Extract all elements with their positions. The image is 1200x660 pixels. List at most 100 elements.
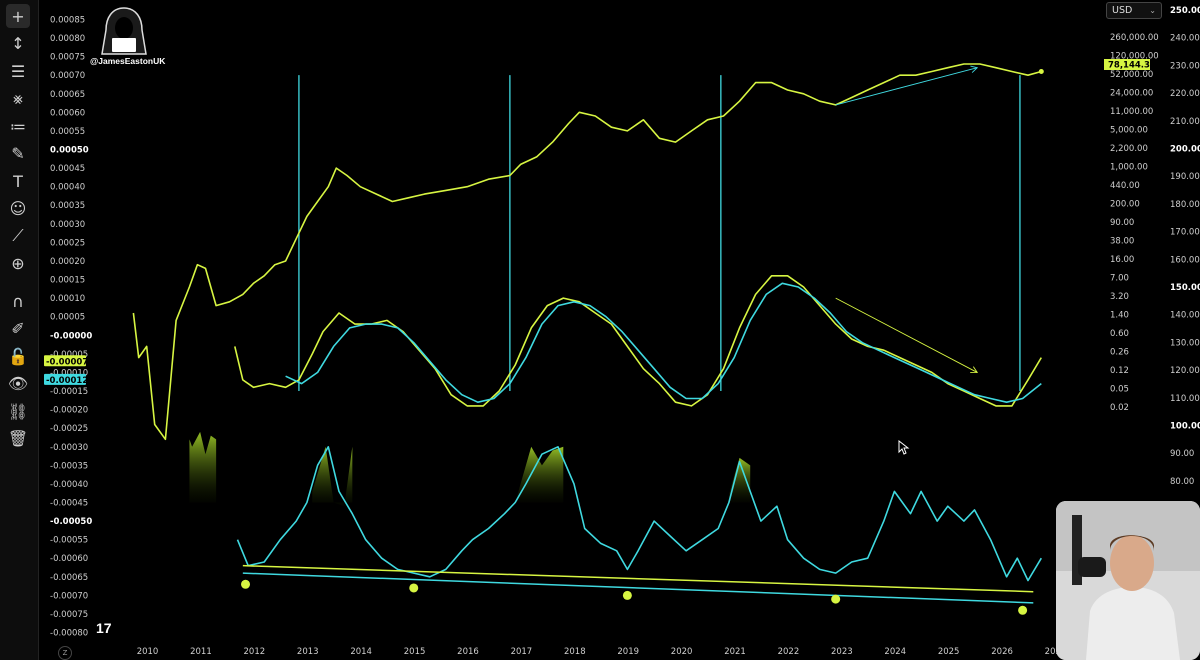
left-tick-label: 0.00005 <box>50 313 85 323</box>
price-endpoint-dot <box>1038 68 1044 74</box>
support-trendline <box>242 572 1034 604</box>
trend-arrow <box>835 67 978 106</box>
price-badge <box>1104 59 1150 70</box>
left-tick-label: -0.00045 <box>50 499 88 509</box>
histogram-peak-area <box>728 457 751 503</box>
right-axis: 250.00 240.00 230.00 220.00 210.00 200.00 190.… <box>1170 6 1200 487</box>
lock-drawing-icon[interactable]: ✐ <box>11 319 25 338</box>
x-tick-label: 2016 <box>457 647 479 657</box>
oscillator-line <box>234 275 1042 407</box>
currency-label: USD <box>1112 5 1133 16</box>
price-tick-label: 200.00 <box>1110 200 1140 210</box>
price-tick-label: 260,000.00 <box>1110 33 1159 43</box>
eye-icon[interactable]: 👁 <box>7 374 29 393</box>
cycle-low-dot <box>1018 605 1028 615</box>
price-tick-label: 440.00 <box>1110 181 1140 191</box>
left-tick-label: -0.00010 <box>50 368 88 378</box>
currency-selector[interactable]: USD ⌄ <box>1106 2 1162 19</box>
left-tick-label: 0.00025 <box>50 238 85 248</box>
histogram-line <box>236 446 1042 582</box>
trend-arrowhead <box>970 366 979 374</box>
fib-icon[interactable]: ≔ <box>10 116 26 136</box>
tradingview-logo: 17 <box>96 620 112 636</box>
histogram-peak-area <box>189 431 217 503</box>
cursor-line-icon[interactable]: ↕ <box>11 34 25 53</box>
left-tick-label: -0.00050 <box>50 517 92 527</box>
watermark-handle: @JamesEastonUK <box>90 56 166 66</box>
right-tick-label: 120.00 <box>1170 366 1200 376</box>
left-tick-label: -0.00070 <box>50 591 88 601</box>
x-tick-label: 2014 <box>350 647 372 657</box>
lock-icon[interactable]: 🔓 <box>8 346 28 366</box>
right-tick-label: 110.00 <box>1170 394 1200 404</box>
price-tick-label: 1.40 <box>1110 311 1129 321</box>
price-tick-label: 2,200.00 <box>1110 144 1148 154</box>
x-tick-label: 2018 <box>564 647 586 657</box>
price-tick-label: 5,000.00 <box>1110 126 1148 136</box>
left-tick-label: -0.00080 <box>50 629 88 639</box>
magnet-icon[interactable]: ∩ <box>12 291 24 311</box>
x-tick-label: 2022 <box>778 647 800 657</box>
left-tick-label: 0.00050 <box>50 145 89 155</box>
presenter-video <box>1056 501 1200 660</box>
x-tick-label: 2015 <box>404 647 426 657</box>
left-tick-label: 0.00040 <box>50 183 85 193</box>
left-tick-label: -0.00055 <box>50 536 88 546</box>
left-badge <box>44 373 86 385</box>
right-tick-label: 140.00 <box>1170 311 1200 321</box>
price-line <box>132 63 1042 441</box>
right-tick-label: 230.00 <box>1170 61 1200 71</box>
price-tick-label: 0.02 <box>1110 403 1129 413</box>
left-tick-label: -0.00060 <box>50 554 88 564</box>
left-tick-label: 0.00075 <box>50 53 85 63</box>
histogram-peak-area <box>312 446 353 507</box>
trash-icon[interactable]: 🗑 <box>7 429 29 448</box>
price-tick-label: 7.00 <box>1110 274 1129 284</box>
support-trendline <box>242 564 1034 593</box>
price-tick-label: 0.26 <box>1110 348 1129 358</box>
left-tick-label: 0.00045 <box>50 164 85 174</box>
left-tick-label: -0.00015 <box>50 387 88 397</box>
left-tick-label: -0.00075 <box>50 610 88 620</box>
hacker-logo <box>101 7 147 55</box>
brush-icon[interactable]: ✎ <box>11 144 25 163</box>
left-tick-label: -0.00025 <box>50 424 88 434</box>
zoom-button[interactable]: Z <box>58 646 72 660</box>
text-icon[interactable]: T <box>13 171 23 191</box>
ruler-icon[interactable]: ⟋ <box>12 226 24 245</box>
left-tick-label: -0.00020 <box>50 406 88 416</box>
zoom-in-icon[interactable]: ⊕ <box>11 254 25 273</box>
cycle-low-dot <box>409 583 419 593</box>
left-tick-label: 0.00085 <box>50 15 85 25</box>
x-tick-label: 2020 <box>671 647 693 657</box>
right-tick-label: 100.00 <box>1170 422 1200 432</box>
price-tick-label: 0.05 <box>1110 385 1129 395</box>
time-axis: 2010 2011 2012 2013 2014 2015 2016 2017 2018 2019… <box>137 647 1067 657</box>
price-badge-label: 78,144.30 <box>1108 61 1156 71</box>
left-tick-label: 0.00070 <box>50 71 85 81</box>
price-tick-label: 3.20 <box>1110 292 1129 302</box>
pattern-icon[interactable]: ⨳ <box>13 88 23 108</box>
x-tick-label: 2012 <box>244 647 266 657</box>
histogram-peak-area <box>515 446 564 503</box>
drawing-toolbar: + ↕ ☰ ⨳ ≔ ✎ T ☺ ⟋ ⊕ ∩ ✐ 🔓 👁 ⛓ 🗑 <box>0 0 39 660</box>
price-tick-label: 90.00 <box>1110 218 1134 228</box>
x-tick-label: 2011 <box>190 647 212 657</box>
left-tick-label: 0.00080 <box>50 34 85 44</box>
left-tick-label: 0.00020 <box>50 257 85 267</box>
x-tick-label: 2010 <box>137 647 159 657</box>
right-tick-label: 170.00 <box>1170 228 1200 238</box>
left-tick-label: -0.00065 <box>50 573 88 583</box>
x-tick-label: 2024 <box>884 647 906 657</box>
webcam-overlay <box>1056 501 1200 660</box>
x-tick-label: 2013 <box>297 647 319 657</box>
price-tick-label: 38.00 <box>1110 237 1134 247</box>
x-tick-label: 2019 <box>617 647 639 657</box>
horizontal-lines-icon[interactable]: ☰ <box>10 61 26 81</box>
left-tick-label: 0.00030 <box>50 220 85 230</box>
cycle-low-dot <box>241 579 251 589</box>
crosshair-icon[interactable]: + <box>6 4 30 28</box>
emoji-icon[interactable]: ☺ <box>9 199 27 218</box>
link-icon[interactable]: ⛓ <box>7 401 29 421</box>
